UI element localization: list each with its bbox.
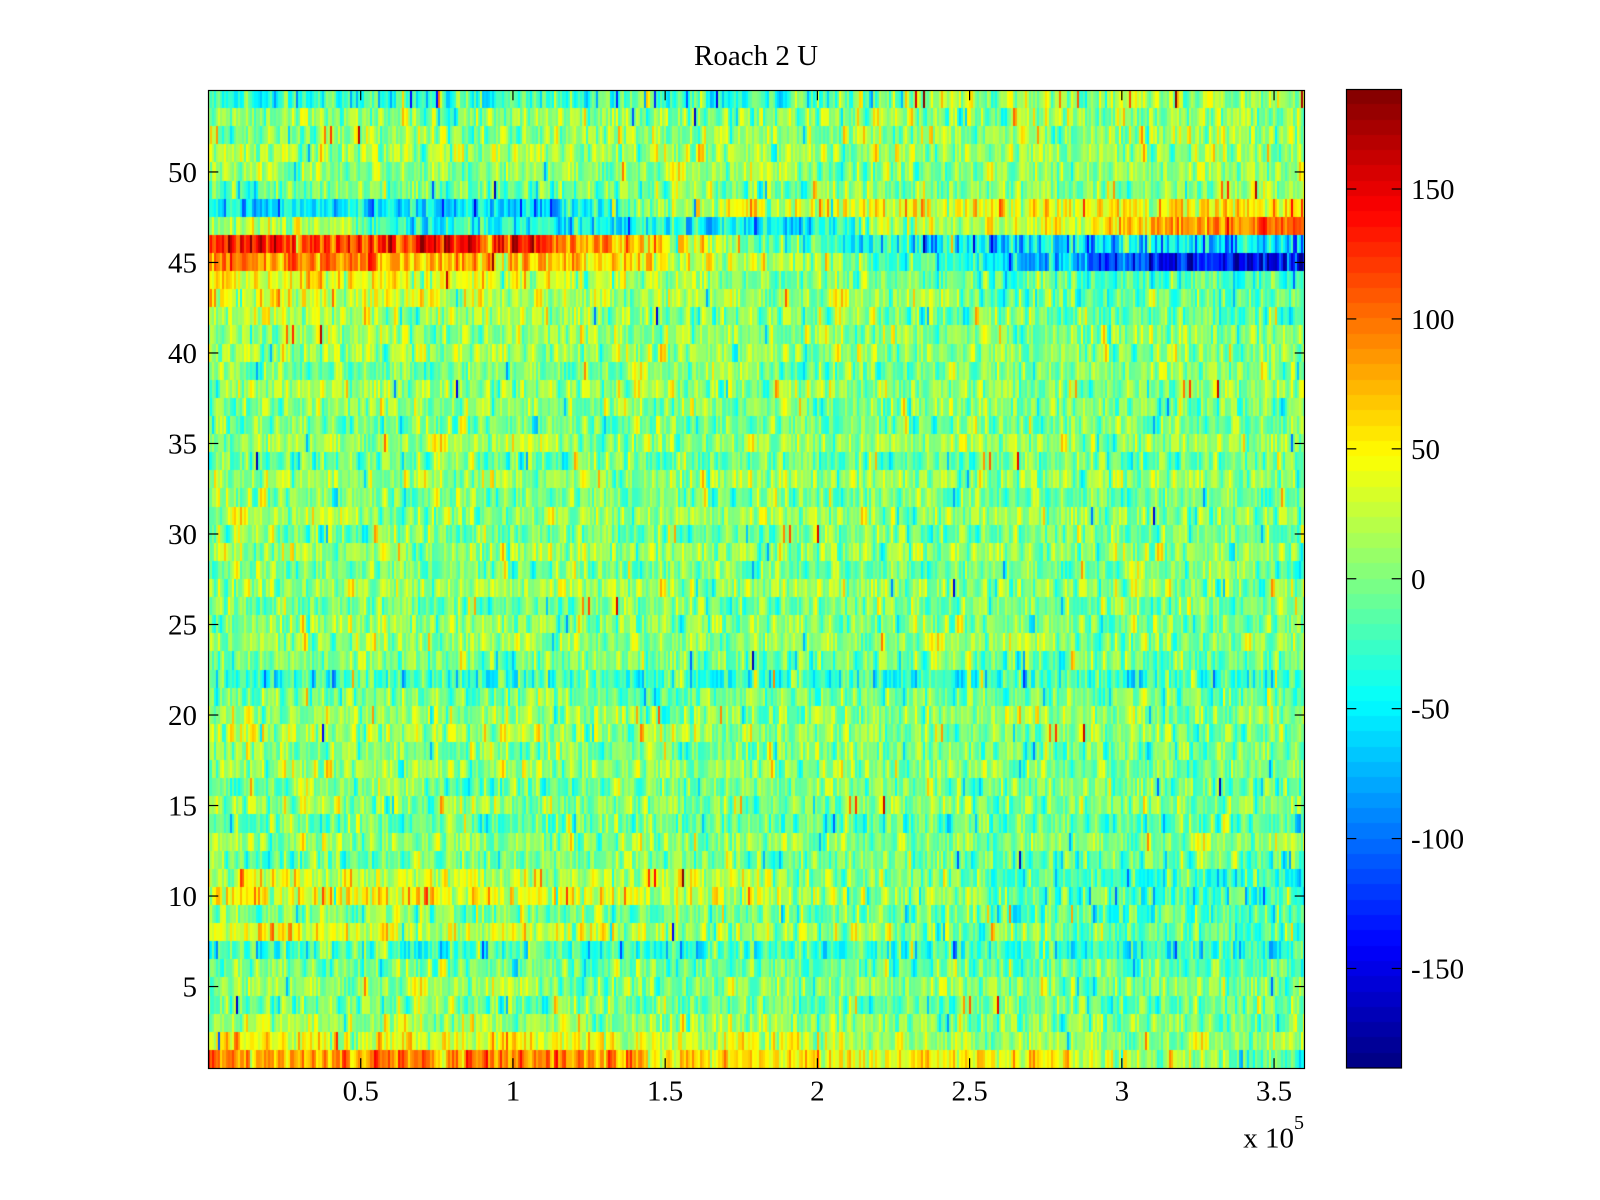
svg-text:40: 40 (168, 338, 197, 370)
svg-text:0: 0 (1411, 564, 1426, 596)
svg-text:20: 20 (168, 700, 197, 732)
svg-text:5: 5 (183, 972, 198, 1004)
svg-text:0.5: 0.5 (343, 1076, 379, 1108)
svg-text:x 105: x 105 (1243, 1112, 1304, 1155)
svg-text:1: 1 (506, 1076, 521, 1108)
svg-text:2: 2 (810, 1076, 825, 1108)
svg-text:25: 25 (168, 610, 197, 642)
svg-text:3: 3 (1115, 1076, 1130, 1108)
svg-text:3.5: 3.5 (1256, 1076, 1292, 1108)
svg-text:50: 50 (168, 157, 197, 189)
svg-text:1.5: 1.5 (647, 1076, 683, 1108)
svg-text:100: 100 (1411, 304, 1455, 336)
svg-text:150: 150 (1411, 174, 1455, 206)
svg-text:10: 10 (168, 881, 197, 913)
svg-text:2.5: 2.5 (951, 1076, 987, 1108)
svg-text:35: 35 (168, 428, 197, 460)
svg-text:15: 15 (168, 791, 197, 823)
svg-text:50: 50 (1411, 434, 1440, 466)
svg-text:30: 30 (168, 519, 197, 551)
svg-text:45: 45 (168, 247, 197, 279)
svg-text:-50: -50 (1411, 694, 1450, 726)
svg-text:-150: -150 (1411, 953, 1464, 985)
svg-text:Roach 2 U: Roach 2 U (694, 40, 818, 72)
svg-text:-100: -100 (1411, 824, 1464, 856)
